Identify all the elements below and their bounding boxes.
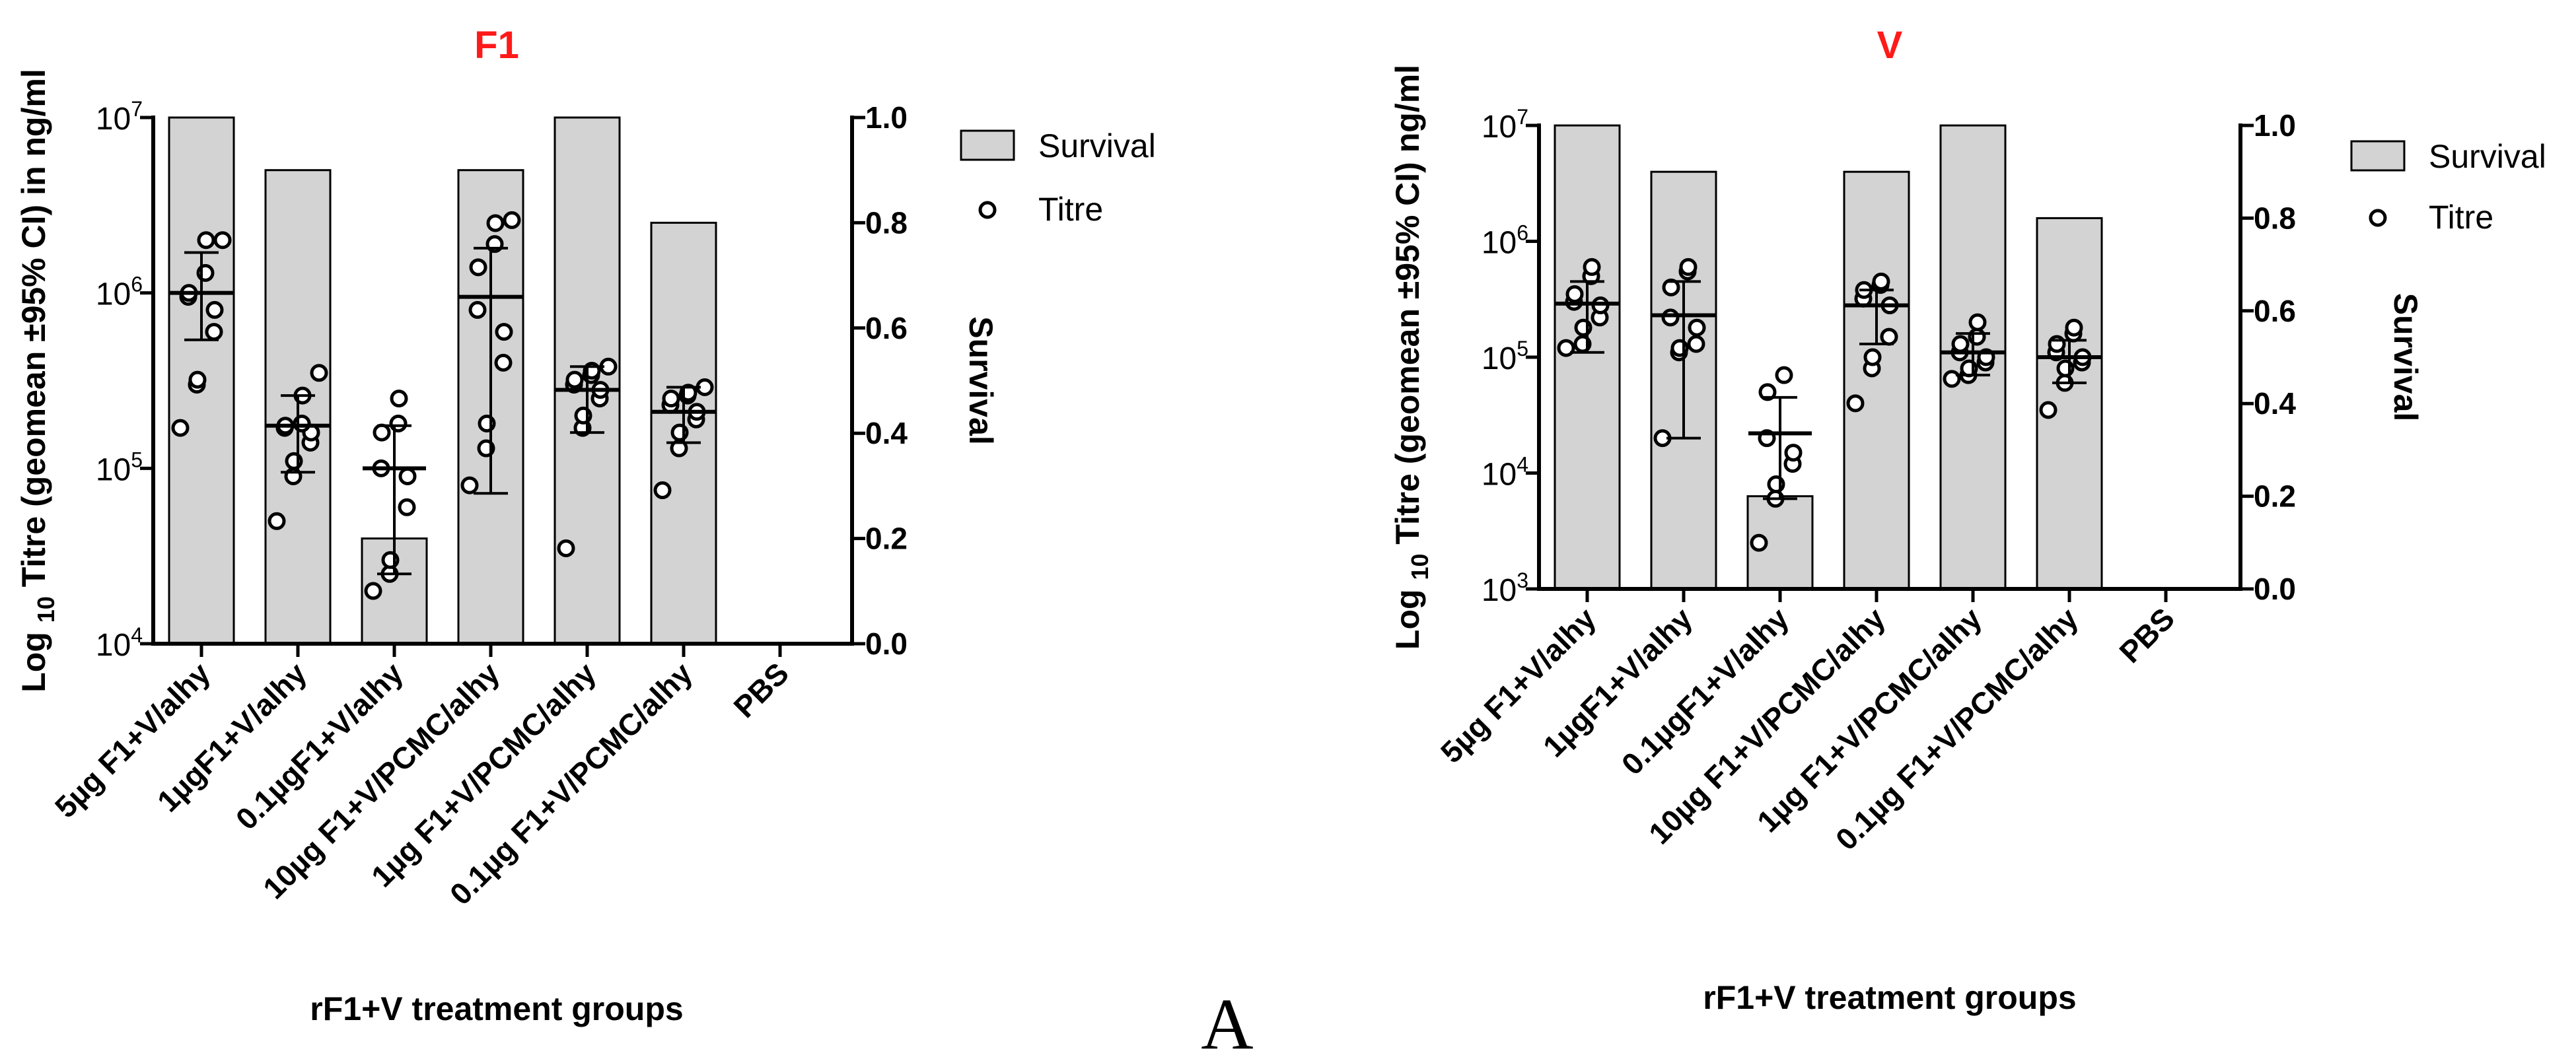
titre-point [171, 419, 190, 437]
titre-point [503, 211, 521, 229]
titre-point [1784, 444, 1803, 462]
legend: Survival Titre [960, 127, 1156, 228]
x-category-label: 0.1µgF1+V/alhy [1615, 601, 1796, 782]
titre-point [205, 300, 224, 319]
legend-titre-marker [978, 201, 997, 219]
titre-point [1565, 285, 1584, 304]
titre-point [364, 582, 382, 600]
y-tick-label: 107 [96, 97, 143, 137]
titre-point [1557, 339, 1575, 357]
legend-titre-marker [2369, 209, 2387, 227]
titre-point [1863, 348, 1882, 366]
y-tick-label: 107 [1482, 105, 1528, 145]
titre-point [1951, 335, 1970, 353]
y-axis-label: Log 10 Titre (geomean ±95% CI) ng/ml [1389, 65, 1433, 650]
legend-survival-swatch [2350, 140, 2406, 172]
titre-point [1968, 313, 1987, 331]
titre-point [373, 423, 391, 442]
titre-point [565, 370, 584, 389]
y2-axis-label: Survival [962, 316, 999, 445]
titre-point [557, 539, 575, 557]
y2-tick-label: 0.0 [865, 627, 908, 661]
y2-tick-label: 0.8 [2254, 201, 2296, 235]
y-tick-label: 104 [96, 623, 143, 663]
legend-titre-label: Titre [2429, 199, 2493, 236]
x-category-label: 0.1µgF1+V/alhy [229, 656, 410, 837]
titre-point [469, 258, 487, 277]
legend-survival-label: Survival [2429, 138, 2546, 175]
y2-tick-label: 1.0 [865, 100, 908, 135]
y-tick-label: 103 [1482, 568, 1528, 608]
titre-point [1679, 257, 1698, 276]
y-axis-label: Log 10 Titre (geomean ±95% CI) in ng/ml [15, 69, 59, 692]
titre-point [398, 498, 416, 516]
titre-point [2065, 318, 2083, 337]
titre-point [495, 323, 513, 341]
titre-point [1583, 257, 1601, 276]
y2-tick-label: 0.8 [865, 205, 908, 240]
x-category-label: PBS [2112, 601, 2181, 669]
y2-axis-label: Survival [2387, 293, 2424, 422]
titre-point [468, 300, 487, 319]
titre-point [494, 353, 513, 372]
y2-tick-label: 0.4 [2254, 386, 2296, 421]
titre-point [1662, 278, 1680, 296]
titre-point [1687, 335, 1705, 353]
survival-bar [1554, 124, 1621, 590]
titre-point [460, 476, 479, 495]
y2-tick-label: 0.2 [2254, 479, 2296, 514]
y2-tick-label: 0.6 [2254, 294, 2296, 328]
y-tick-label: 106 [1482, 221, 1528, 261]
titre-point [205, 323, 223, 341]
titre-point [662, 390, 680, 408]
titre-point [1943, 370, 1961, 388]
y2-tick-label: 0.2 [865, 522, 908, 556]
legend-titre-label: Titre [1038, 191, 1103, 228]
titre-point [2039, 401, 2057, 419]
y2-tick-label: 0.0 [2254, 572, 2296, 606]
legend-survival-label: Survival [1038, 127, 1156, 164]
titre-point [1880, 327, 1898, 346]
titre-point [268, 512, 286, 530]
titre-point [486, 214, 505, 232]
y2-tick-label: 0.6 [865, 311, 908, 345]
y-tick-label: 104 [1482, 453, 1528, 493]
survival-bar [1843, 170, 1910, 590]
y-tick-label: 105 [1482, 337, 1528, 376]
x-category-label: PBS [727, 656, 795, 724]
figure-label: A [1201, 984, 1253, 1059]
titre-point [213, 231, 232, 250]
legend-survival-swatch [960, 129, 1015, 161]
y-tick-label: 106 [96, 273, 143, 312]
titre-point [1872, 272, 1890, 290]
y2-tick-label: 1.0 [2254, 108, 2296, 143]
titre-point [2048, 335, 2066, 353]
titre-point [1750, 533, 1768, 552]
titre-point [1661, 308, 1680, 327]
titre-point [310, 364, 328, 382]
titre-point [653, 481, 672, 500]
y-tick-label: 105 [96, 448, 143, 487]
y2-tick-label: 0.4 [865, 416, 908, 450]
titre-point [197, 231, 215, 250]
titre-point [1758, 383, 1777, 401]
chart-title: V [1877, 24, 1903, 67]
titre-point [398, 467, 417, 485]
titre-point [1688, 318, 1706, 337]
titre-point [1775, 366, 1793, 384]
x-axis-label: rF1+V treatment groups [310, 990, 683, 1027]
legend: Survival Titre [2350, 138, 2546, 236]
titre-point [390, 390, 408, 408]
x-axis-label: rF1+V treatment groups [1703, 979, 2076, 1016]
chart-title: F1 [474, 24, 519, 67]
titre-point [1846, 394, 1865, 413]
titre-point [188, 370, 207, 389]
